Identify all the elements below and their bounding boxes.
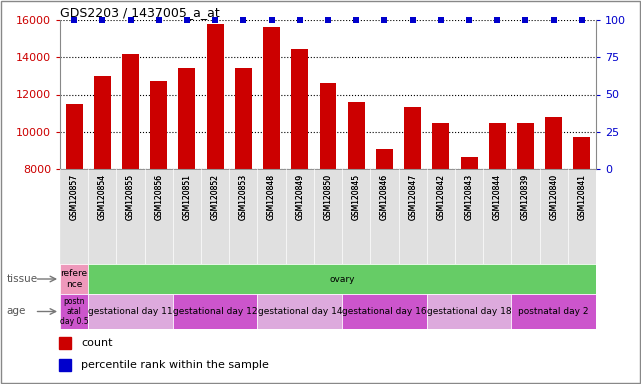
Text: GSM120840: GSM120840	[549, 174, 558, 220]
Bar	[65, 104, 83, 169]
Text: GSM120854: GSM120854	[98, 174, 107, 220]
Bar	[60, 294, 88, 329]
Text: GSM120850: GSM120850	[324, 174, 333, 220]
Text: GSM120853: GSM120853	[239, 174, 248, 220]
Text: GSM120857: GSM120857	[70, 174, 79, 220]
Bar	[461, 157, 478, 169]
Text: GSM120839: GSM120839	[521, 174, 530, 220]
Text: GSM120841: GSM120841	[578, 174, 587, 220]
Text: postnatal day 2: postnatal day 2	[519, 307, 589, 316]
Text: GSM120853: GSM120853	[239, 174, 248, 220]
Text: GSM120845: GSM120845	[352, 174, 361, 220]
Bar	[206, 24, 224, 169]
Bar	[150, 81, 167, 169]
Bar	[94, 76, 111, 169]
Bar	[258, 294, 342, 329]
Text: GSM120840: GSM120840	[549, 174, 558, 220]
Bar	[545, 117, 562, 169]
Bar	[517, 123, 534, 169]
Text: GSM120856: GSM120856	[154, 174, 163, 220]
Bar	[348, 102, 365, 169]
Text: tissue: tissue	[6, 274, 38, 284]
Bar	[489, 123, 506, 169]
Bar	[376, 149, 393, 169]
Text: count: count	[81, 338, 113, 348]
Bar	[173, 294, 258, 329]
Text: GSM120852: GSM120852	[211, 174, 220, 220]
Text: GSM120857: GSM120857	[70, 174, 79, 220]
Text: GSM120848: GSM120848	[267, 174, 276, 220]
Bar	[178, 68, 196, 169]
Bar	[574, 137, 590, 169]
Text: GSM120845: GSM120845	[352, 174, 361, 220]
Bar	[263, 27, 280, 169]
Text: GSM120854: GSM120854	[98, 174, 107, 220]
Text: GSM120844: GSM120844	[493, 174, 502, 220]
Text: GSM120856: GSM120856	[154, 174, 163, 220]
Text: GSM120843: GSM120843	[465, 174, 474, 220]
Text: GSM120846: GSM120846	[380, 174, 389, 220]
Text: GSM120851: GSM120851	[183, 174, 192, 220]
Text: GSM120839: GSM120839	[521, 174, 530, 220]
Bar	[433, 123, 449, 169]
Bar	[427, 294, 512, 329]
Bar	[60, 264, 88, 294]
Text: GSM120855: GSM120855	[126, 174, 135, 220]
Text: ovary: ovary	[329, 275, 355, 283]
Text: GSM120851: GSM120851	[183, 174, 192, 220]
Text: GSM120855: GSM120855	[126, 174, 135, 220]
Text: GSM120849: GSM120849	[296, 174, 304, 220]
Bar	[235, 68, 252, 169]
Text: gestational day 12: gestational day 12	[173, 307, 258, 316]
Bar	[342, 294, 427, 329]
Text: gestational day 14: gestational day 14	[258, 307, 342, 316]
Bar	[122, 53, 139, 169]
Text: GSM120846: GSM120846	[380, 174, 389, 220]
Bar	[88, 294, 173, 329]
Text: GSM120842: GSM120842	[437, 174, 445, 220]
Text: refere
nce: refere nce	[60, 269, 88, 289]
Text: GSM120850: GSM120850	[324, 174, 333, 220]
Text: GSM120848: GSM120848	[267, 174, 276, 220]
Text: GSM120852: GSM120852	[211, 174, 220, 220]
Text: gestational day 18: gestational day 18	[427, 307, 512, 316]
Text: GSM120849: GSM120849	[296, 174, 304, 220]
Text: postn
atal
day 0.5: postn atal day 0.5	[60, 296, 88, 326]
Text: GSM120847: GSM120847	[408, 174, 417, 220]
Text: GSM120844: GSM120844	[493, 174, 502, 220]
Text: GDS2203 / 1437005_a_at: GDS2203 / 1437005_a_at	[60, 6, 220, 19]
Text: GSM120843: GSM120843	[465, 174, 474, 220]
Text: age: age	[6, 306, 26, 316]
Bar	[291, 49, 308, 169]
Text: GSM120841: GSM120841	[578, 174, 587, 220]
Text: percentile rank within the sample: percentile rank within the sample	[81, 360, 269, 370]
Text: GSM120842: GSM120842	[437, 174, 445, 220]
Text: gestational day 16: gestational day 16	[342, 307, 427, 316]
Text: gestational day 11: gestational day 11	[88, 307, 173, 316]
Bar	[319, 83, 337, 169]
Bar	[512, 294, 596, 329]
Text: GSM120847: GSM120847	[408, 174, 417, 220]
Bar	[404, 107, 421, 169]
